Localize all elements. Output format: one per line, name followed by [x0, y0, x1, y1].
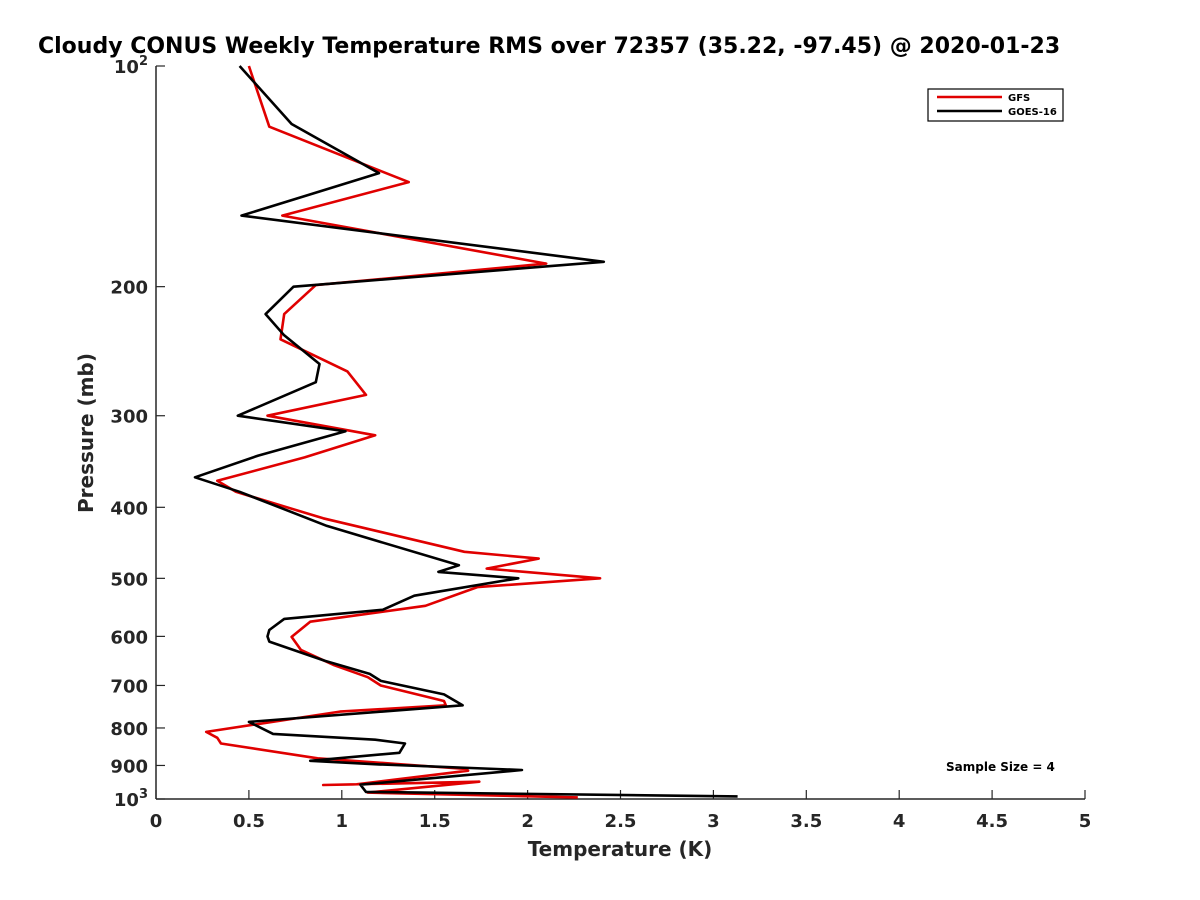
y-tick-label: 102 [114, 54, 148, 78]
y-tick-label: 700 [110, 676, 148, 697]
x-tick-label: 1 [336, 811, 349, 832]
plot-area: 0 0.5 1 1.5 2 2.5 3 3.5 4 4.5 5 102 200 300 400 500 600 7… [110, 54, 1091, 832]
x-tick-label: 4 [893, 811, 906, 832]
x-tick-label: 1.5 [419, 811, 451, 832]
y-axis-label: Pressure (mb) [74, 353, 98, 513]
legend-label-gfs: GFS [1008, 93, 1030, 104]
chart-title: Cloudy CONUS Weekly Temperature RMS over… [38, 34, 1060, 59]
series-line-gfs [204, 65, 602, 799]
y-tick-label: 200 [110, 278, 148, 299]
sample-size-annotation: Sample Size = 4 [946, 760, 1055, 774]
y-tick-label: 103 [114, 787, 148, 811]
x-tick-label: 3 [707, 811, 720, 832]
x-tick-label: 0 [150, 811, 163, 832]
y-tick-label: 900 [110, 756, 148, 777]
y-tick-label: 400 [110, 498, 148, 519]
y-tick-label: 500 [110, 569, 148, 590]
legend: GFS GOES-16 [927, 88, 1064, 122]
x-tick-label: 4.5 [976, 811, 1008, 832]
legend-label-goes16: GOES-16 [1008, 107, 1057, 118]
x-tick-label: 3.5 [790, 811, 822, 832]
x-axis-label: Temperature (K) [528, 837, 713, 861]
y-tick-label: 300 [110, 407, 148, 428]
legend-box [927, 88, 1064, 122]
y-tick-label: 800 [110, 719, 148, 740]
x-tick-label: 5 [1079, 811, 1092, 832]
y-tick-label: 600 [110, 627, 148, 648]
x-tick-label: 0.5 [233, 811, 265, 832]
x-tick-label: 2.5 [605, 811, 637, 832]
series-line-goes-16 [193, 65, 738, 798]
x-tick-label: 2 [521, 811, 534, 832]
